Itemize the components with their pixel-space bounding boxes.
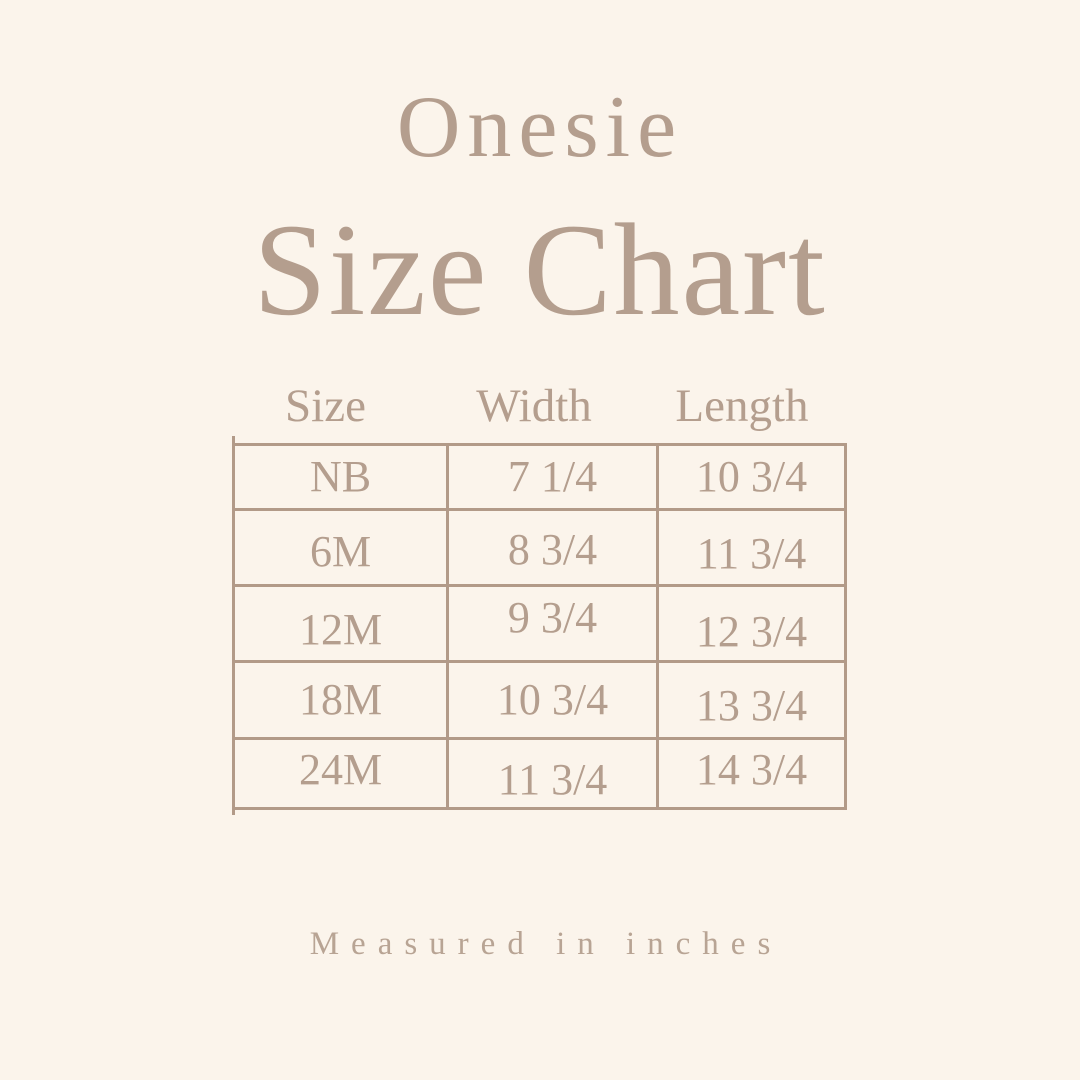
- size-cell: 18M: [235, 660, 446, 737]
- page-title: Size Chart: [253, 196, 827, 343]
- length-cell: 13 3/4: [656, 660, 844, 737]
- width-cell: 10 3/4: [446, 660, 656, 737]
- width-cell: 7 1/4: [446, 446, 656, 508]
- width-cell: 9 3/4: [446, 584, 656, 660]
- size-table: NB 7 1/4 10 3/4 6M 8 3/4 11 3/4 12M 9 3/…: [232, 436, 847, 815]
- column-header-length: Length: [675, 380, 809, 432]
- units-note: Measured in inches: [309, 926, 783, 962]
- length-cell: 10 3/4: [656, 446, 844, 508]
- size-cell: 12M: [235, 584, 446, 660]
- length-cell: 11 3/4: [656, 508, 844, 584]
- width-cell: 8 3/4: [446, 508, 656, 584]
- column-header-width: Width: [476, 380, 592, 432]
- size-cell: NB: [309, 452, 372, 501]
- size-cell: 6M: [235, 508, 446, 584]
- table-header-row: Size Width Length: [232, 378, 847, 436]
- length-cell: 14 3/4: [656, 737, 844, 807]
- length-cell: 12 3/4: [656, 584, 844, 660]
- product-name-heading: Onesie: [396, 79, 684, 176]
- width-cell: 11 3/4: [446, 737, 656, 807]
- column-header-size: Size: [285, 380, 366, 432]
- size-cell: 24M: [235, 737, 446, 807]
